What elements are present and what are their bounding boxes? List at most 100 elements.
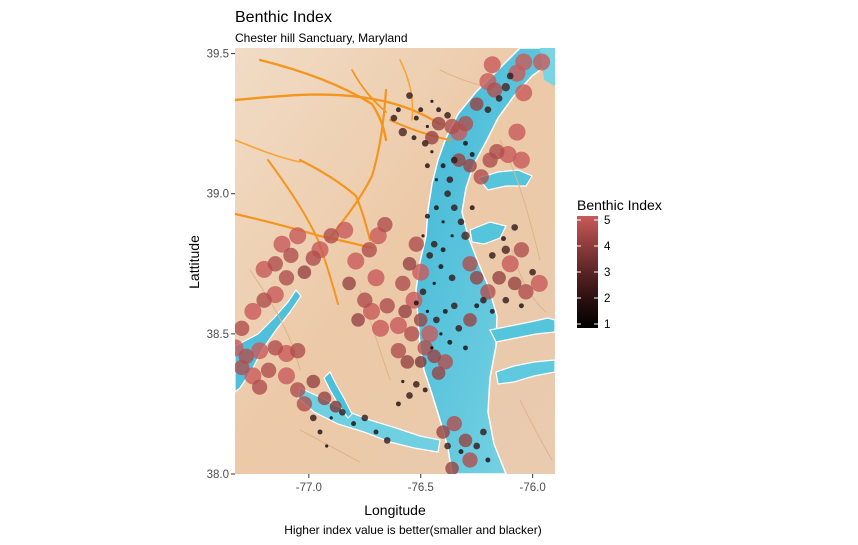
data-point: [418, 107, 424, 113]
data-point: [406, 92, 413, 99]
potomac-lower-water: [297, 387, 441, 453]
data-point: [440, 163, 446, 169]
data-point: [515, 84, 533, 102]
data-point: [488, 252, 496, 259]
legend-tick-label: 4: [604, 241, 611, 253]
data-point: [256, 292, 272, 308]
data-point: [309, 414, 317, 422]
data-point: [317, 429, 323, 435]
data-point: [440, 247, 446, 253]
data-point: [444, 442, 451, 450]
data-point: [450, 302, 458, 310]
data-point: [455, 324, 463, 332]
y-axis-label: Lattitude: [186, 235, 202, 289]
data-point: [342, 276, 356, 291]
data-point: [297, 265, 312, 279]
data-point: [329, 400, 342, 413]
data-point: [404, 326, 420, 342]
data-point: [419, 288, 427, 296]
legend-tick-label: 1: [604, 319, 610, 331]
legend-colorbar: [577, 216, 598, 328]
data-point: [450, 234, 454, 238]
chart-subtitle: Chester hill Sanctuary, Maryland: [235, 31, 408, 45]
data-point: [373, 429, 379, 435]
eastern-bay-water: [469, 221, 507, 245]
data-point: [502, 296, 510, 304]
data-point: [383, 437, 391, 444]
x-tick-label: -77.0: [296, 482, 322, 494]
data-point: [421, 234, 425, 238]
y-tick-label: 38.5: [207, 329, 229, 341]
data-point: [422, 387, 428, 393]
y-tick-label: 38.0: [207, 469, 229, 481]
data-point: [445, 461, 459, 474]
data-point: [336, 221, 354, 239]
data-point: [421, 325, 439, 343]
data-point: [469, 271, 484, 285]
data-point: [431, 366, 446, 380]
data-point: [501, 83, 510, 92]
data-point: [448, 274, 456, 282]
data-point: [406, 392, 413, 399]
data-point: [235, 320, 250, 336]
data-point: [414, 355, 427, 368]
data-point: [485, 457, 491, 463]
potomac-river-water: [235, 288, 302, 393]
data-point: [430, 99, 434, 103]
data-point: [501, 245, 510, 254]
data-point: [431, 116, 446, 131]
data-point: [444, 190, 451, 198]
data-point: [306, 374, 321, 389]
data-point: [480, 284, 496, 300]
data-point: [506, 72, 514, 80]
data-point: [278, 270, 295, 286]
data-point: [408, 236, 424, 252]
chart-title: Benthic Index: [235, 9, 332, 26]
data-point: [372, 319, 389, 337]
data-point: [434, 178, 438, 182]
data-point: [486, 82, 503, 98]
data-point: [389, 317, 407, 334]
data-point: [424, 163, 430, 169]
data-point: [508, 123, 526, 141]
data-point: [424, 213, 430, 219]
data-point: [323, 228, 339, 244]
data-point: [379, 298, 395, 314]
data-point: [427, 349, 441, 364]
data-point: [395, 107, 401, 113]
data-point: [412, 380, 420, 388]
data-point: [511, 224, 519, 231]
data-point: [260, 362, 277, 378]
data-point: [367, 269, 385, 287]
color-legend: Benthic Index 5 4 3 2 1: [577, 197, 662, 331]
data-point: [390, 114, 398, 122]
nanticoke-water: [495, 359, 555, 385]
data-point: [495, 95, 503, 102]
y-axis: 38.0 38.5 39.0 39.5: [207, 49, 235, 481]
data-point: [351, 421, 357, 427]
data-point: [518, 303, 524, 309]
data-point: [430, 346, 434, 350]
data-point: [463, 313, 477, 327]
data-point: [329, 416, 333, 420]
data-point: [436, 425, 450, 439]
data-point: [425, 309, 429, 313]
data-point: [289, 227, 307, 245]
data-point: [533, 53, 551, 71]
data-point: [469, 97, 484, 111]
data-point: [474, 303, 480, 309]
data-point: [518, 284, 534, 300]
data-point: [444, 111, 451, 119]
data-point: [480, 296, 487, 304]
data-point: [417, 340, 433, 356]
data-point: [296, 396, 313, 412]
x-axis: -77.0 -76.5 -76.0: [296, 474, 546, 494]
y-tick-label: 39.0: [207, 189, 229, 201]
data-point: [462, 452, 478, 468]
data-point: [447, 339, 453, 345]
data-point: [529, 268, 536, 276]
data-point: [444, 118, 460, 135]
x-axis-label: Longitude: [364, 502, 426, 518]
patuxent-river-water: [323, 370, 353, 419]
